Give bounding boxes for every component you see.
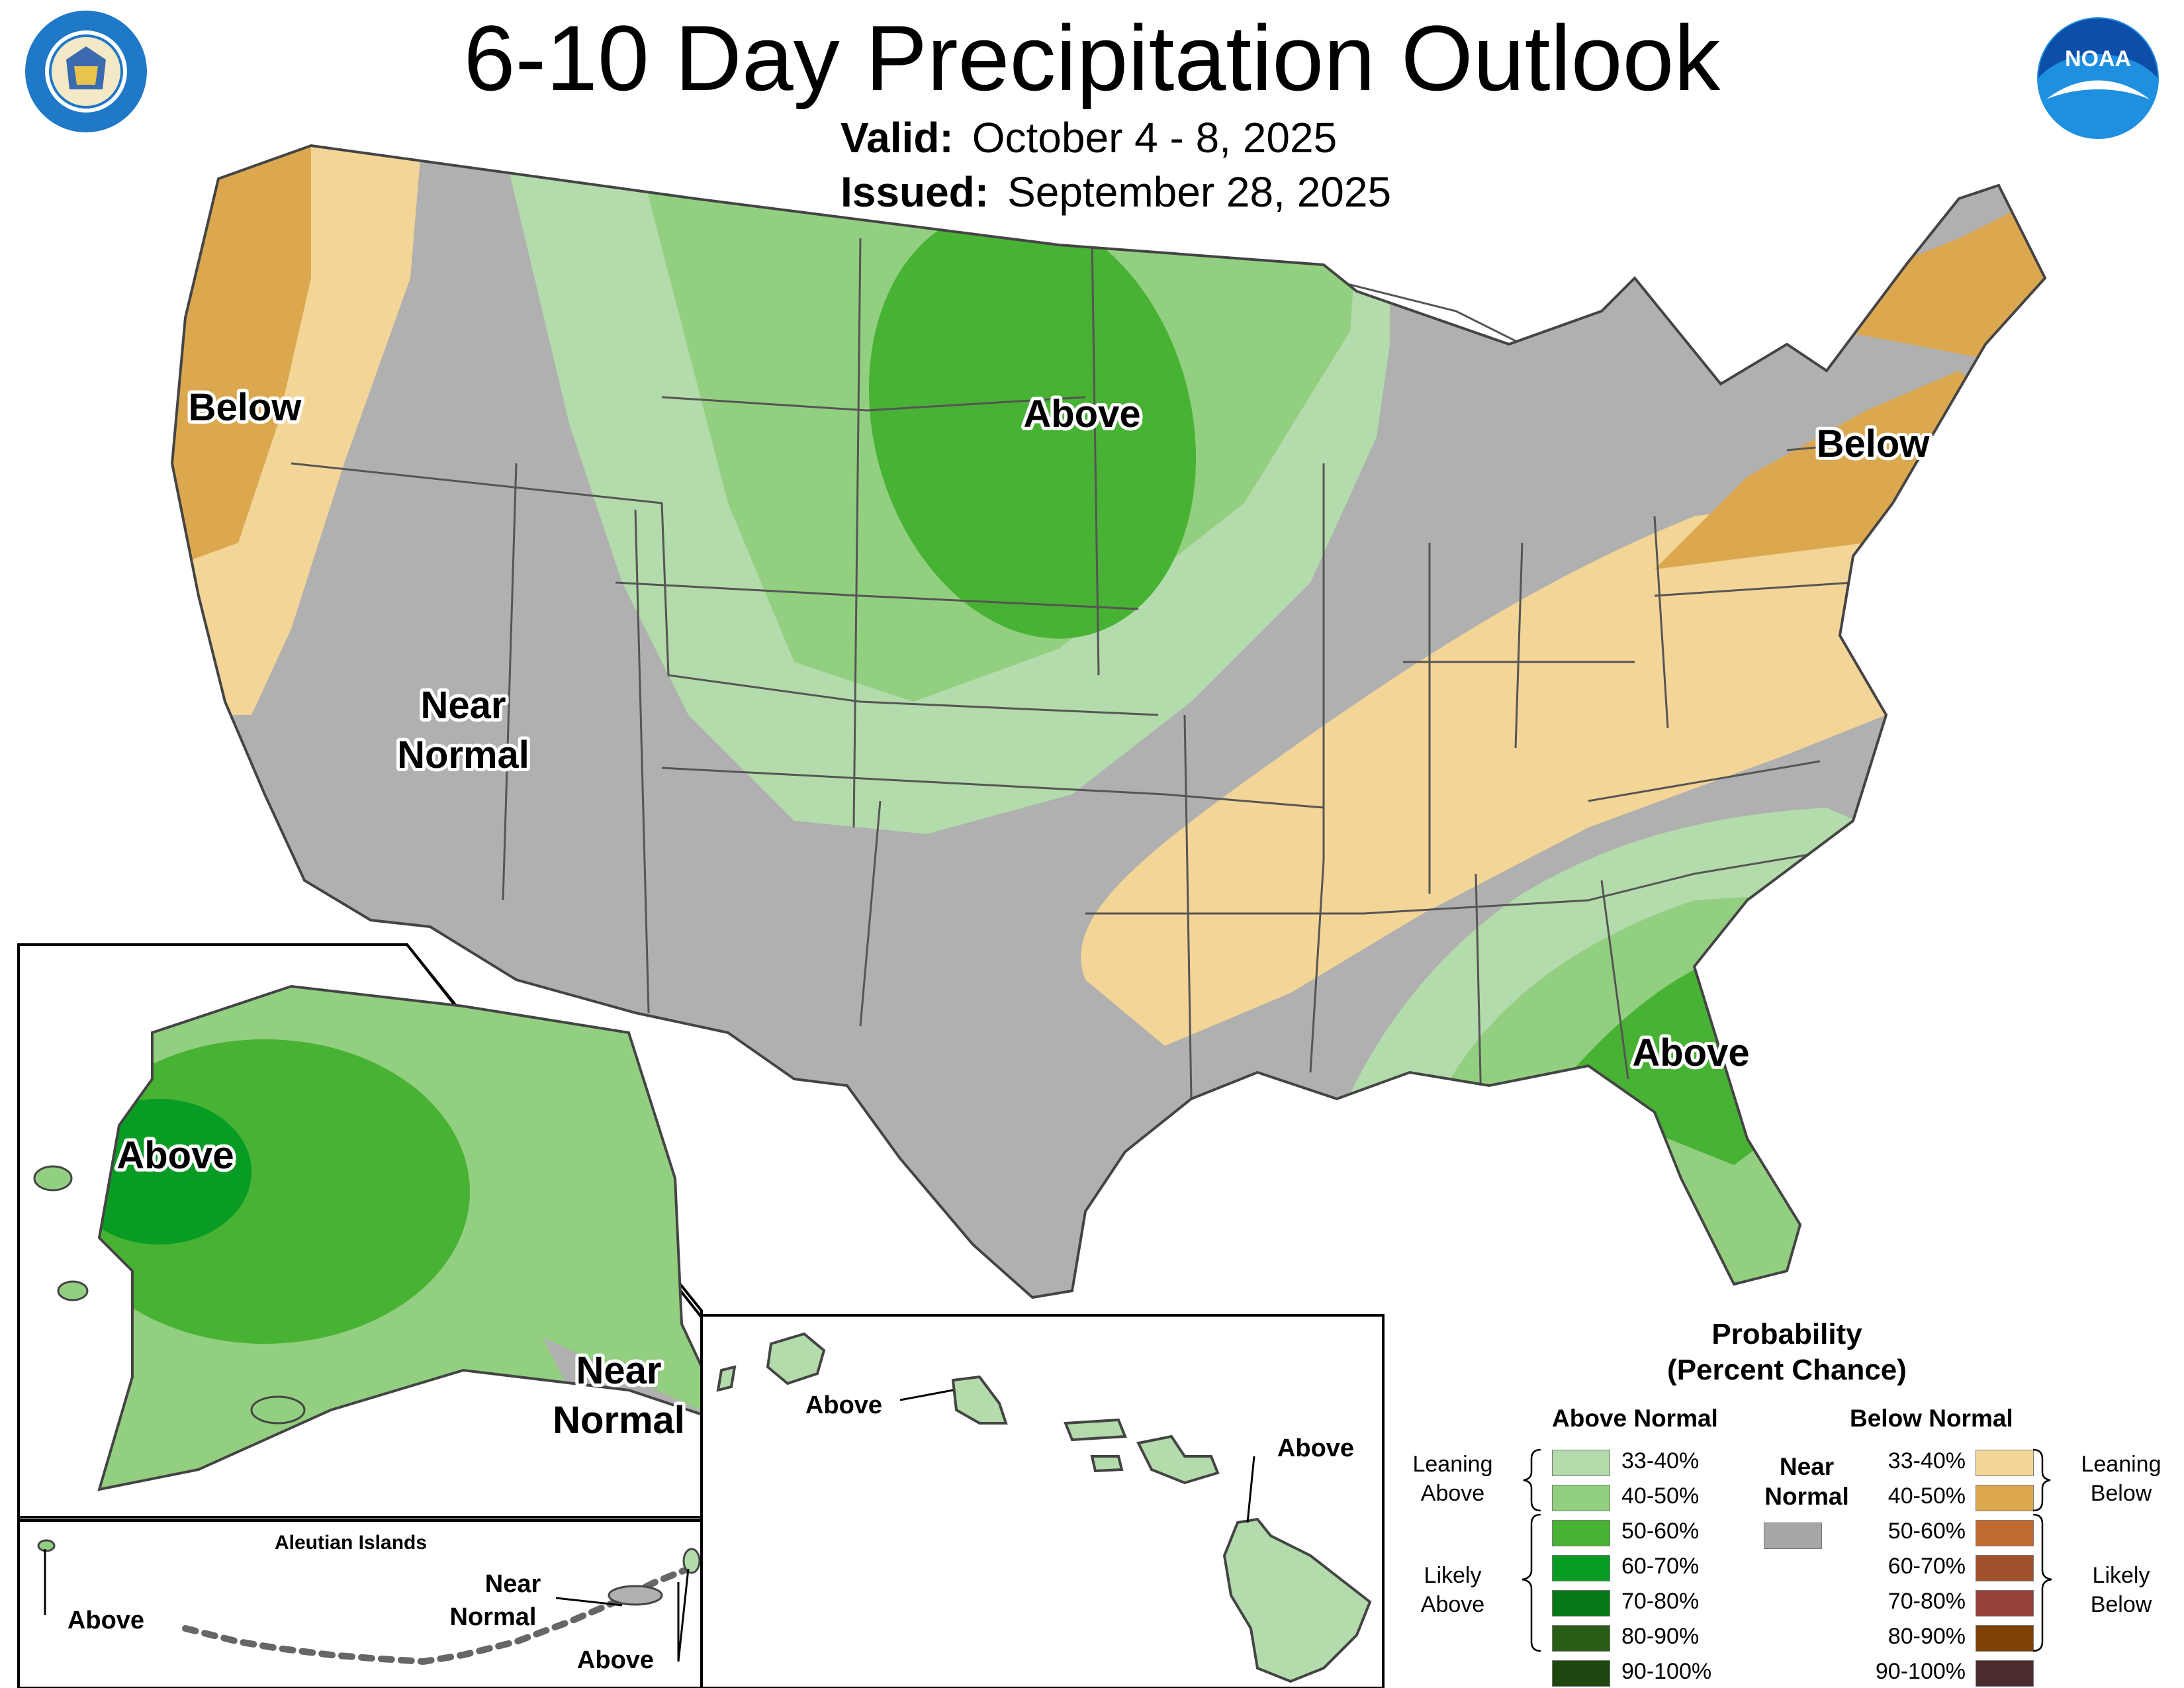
legend-above-swatch — [1552, 1625, 1610, 1652]
legend-above-range: 33-40% — [1621, 1448, 1700, 1474]
svg-text:NOAA: NOAA — [2065, 46, 2131, 71]
label-northeast-below: Below — [1817, 422, 1931, 465]
legend-above-range: 70-80% — [1621, 1589, 1700, 1614]
label-west-near-line1: Near — [421, 684, 506, 727]
legend-above-header: Above Normal — [1552, 1405, 1718, 1432]
legend-leaning-below: Leaning Below — [2081, 1452, 2161, 1506]
probability-legend: Probability (Percent Chance) Above Norma… — [1396, 1317, 2177, 1688]
legend-below-swatch — [1976, 1660, 2034, 1687]
legend-below-swatch — [1976, 1625, 2034, 1652]
label-hawaii-above-east: Above — [1277, 1434, 1354, 1462]
legend-below-swatch — [1976, 1520, 2034, 1546]
department-of-commerce-seal-icon — [25, 11, 147, 132]
issued-date: September 28, 2025 — [1007, 168, 1392, 216]
legend-above-range: 90-100% — [1621, 1659, 1712, 1684]
label-northwest-below: Below — [189, 386, 302, 429]
legend-below-range: 50-60% — [1888, 1519, 1966, 1544]
conus-outline — [170, 144, 2047, 1299]
legend-above-range: 80-90% — [1621, 1624, 1700, 1649]
legend-above-range: 40-50% — [1621, 1483, 1700, 1509]
label-alaska-near-line1: Near — [576, 1349, 662, 1392]
legend-below-range: 60-70% — [1888, 1554, 1966, 1579]
valid-label: Valid: — [841, 114, 954, 162]
legend-near-normal-swatch — [1764, 1523, 1822, 1549]
legend-below-swatch — [1976, 1590, 2034, 1617]
valid-line: Valid: October 4 - 8, 2025 — [841, 113, 1337, 163]
legend-above-range: 60-70% — [1621, 1554, 1700, 1579]
noaa-logo-icon: NOAA — [2037, 17, 2159, 139]
label-aleutian-near-line1: Near — [485, 1570, 541, 1598]
legend-below-swatch — [1976, 1450, 2034, 1476]
label-southeast-above: Above — [1632, 1031, 1749, 1074]
legend-below-range: 90-100% — [1875, 1659, 1966, 1684]
legend-below-range: 80-90% — [1888, 1624, 1966, 1649]
label-hawaii-above-west: Above — [805, 1391, 882, 1419]
hawaii-inset — [700, 1314, 1385, 1688]
label-aleutian-above-east: Above — [577, 1646, 654, 1674]
label-aleutian-near-line2: Normal — [450, 1603, 537, 1631]
label-west-near-line2: Normal — [397, 733, 529, 776]
legend-near-line1: Near — [1779, 1453, 1835, 1480]
legend-below-swatch — [1976, 1485, 2034, 1511]
legend-below-range: 70-80% — [1888, 1589, 1966, 1614]
legend-above-swatch — [1552, 1555, 1610, 1581]
label-alaska-near-line2: Normal — [553, 1399, 685, 1442]
legend-above-swatch — [1552, 1450, 1610, 1476]
issued-line: Issued: September 28, 2025 — [841, 167, 1391, 217]
legend-title-line1: Probability — [1711, 1318, 1862, 1350]
legend-leaning-above: Leaning Above — [1412, 1452, 1493, 1506]
legend-above-swatch — [1552, 1660, 1610, 1687]
issued-label: Issued: — [841, 168, 989, 216]
legend-below-swatch — [1976, 1555, 2034, 1581]
legend-above-swatch — [1552, 1520, 1610, 1546]
legend-above-swatch — [1552, 1590, 1610, 1617]
legend-above-swatch — [1552, 1485, 1610, 1511]
valid-dates: October 4 - 8, 2025 — [972, 114, 1338, 162]
map-title: 6-10 Day Precipitation Outlook — [463, 6, 1721, 110]
legend-title-line2: (Percent Chance) — [1667, 1354, 1907, 1386]
legend-near-line2: Normal — [1764, 1483, 1849, 1510]
label-aleutian-above-west: Above — [68, 1607, 144, 1634]
legend-below-range: 40-50% — [1888, 1483, 1966, 1509]
legend-likely-above: Likely Above — [1420, 1563, 1485, 1617]
label-plains-above: Above — [1023, 393, 1140, 436]
legend-likely-below: Likely Below — [2090, 1563, 2152, 1617]
label-alaska-above: Above — [116, 1134, 234, 1177]
aleutian-title: Aleutian Islands — [275, 1532, 427, 1554]
legend-below-range: 33-40% — [1888, 1448, 1966, 1474]
alaska-inset — [17, 943, 731, 1522]
legend-below-header: Below Normal — [1850, 1405, 2013, 1432]
legend-above-range: 50-60% — [1621, 1519, 1700, 1544]
